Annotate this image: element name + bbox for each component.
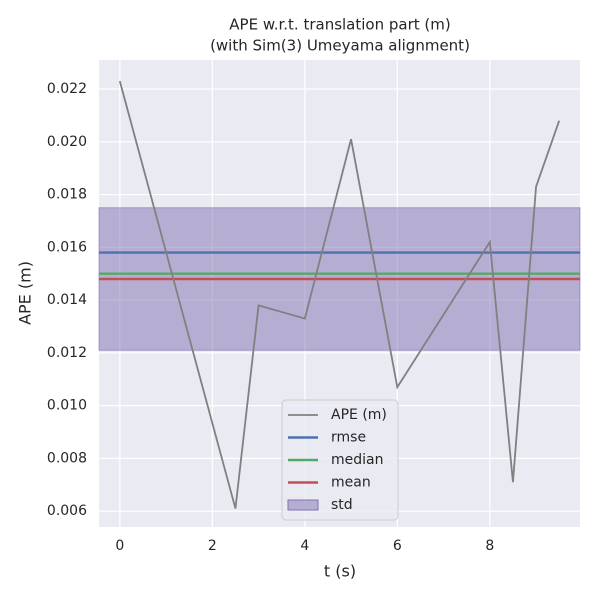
y-axis-label: APE (m) (16, 261, 35, 325)
x-tick-label: 4 (300, 538, 309, 554)
y-tick-label: 0.022 (47, 81, 87, 97)
y-tick-label: 0.012 (47, 345, 87, 361)
legend-label: median (331, 452, 383, 468)
chart-title: APE w.r.t. translation part (m) (229, 16, 450, 34)
ape-line (118, 80, 561, 509)
y-tick-label: 0.020 (47, 134, 87, 150)
legend-label: APE (m) (331, 407, 387, 423)
marks (98, 80, 581, 509)
x-tick-label: 8 (485, 538, 494, 554)
y-tick-label: 0.006 (47, 503, 87, 519)
legend: APE (m) rmse median mean std (281, 399, 399, 521)
x-tick-label: 6 (393, 538, 402, 554)
y-tick-label: 0.016 (47, 239, 87, 255)
y-tick-label: 0.008 (47, 450, 87, 466)
legend-label: rmse (331, 430, 366, 446)
x-tick-label: 2 (208, 538, 217, 554)
chart-subtitle: (with Sim(3) Umeyama alignment) (210, 37, 470, 55)
x-tick-label: 0 (115, 538, 124, 554)
y-tick-label: 0.010 (47, 398, 87, 414)
axes: 0.006 0.008 0.010 0.012 0.014 0.016 0.018 0.020… (47, 81, 494, 554)
legend-box (281, 399, 399, 521)
legend-label: mean (331, 475, 371, 491)
legend-label: std (331, 497, 353, 513)
legend-swatch (287, 499, 319, 511)
x-axis-label: t (s) (324, 562, 356, 581)
y-tick-label: 0.014 (47, 292, 87, 308)
y-tick-label: 0.018 (47, 187, 87, 203)
